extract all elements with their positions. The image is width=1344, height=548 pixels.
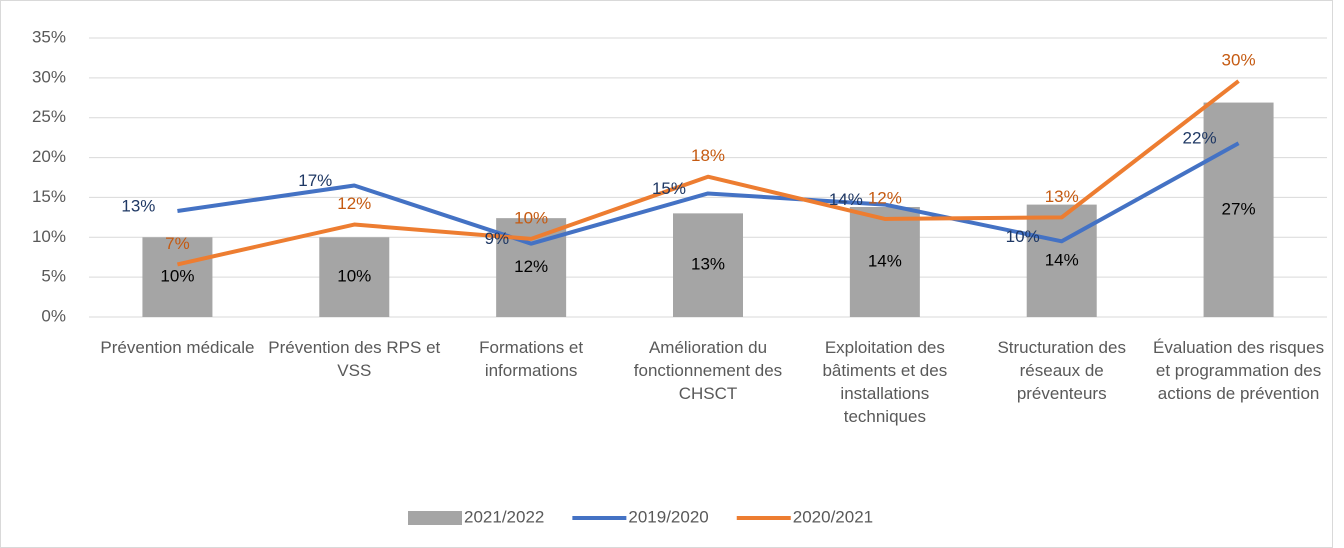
bar xyxy=(142,237,213,317)
x-tick-label: Amélioration du fonctionnement des CHSCT xyxy=(633,338,783,403)
data-label: 12% xyxy=(514,257,548,276)
y-tick-label: 15% xyxy=(32,187,66,206)
data-label: 10% xyxy=(1006,227,1040,246)
data-label: 30% xyxy=(1222,51,1256,70)
x-tick-label: Prévention des RPS et VSS xyxy=(268,338,441,380)
data-label: 14% xyxy=(829,190,863,209)
data-label: 18% xyxy=(691,146,725,165)
legend-label: 2021/2022 xyxy=(464,507,544,526)
x-tick-label: Évaluation des risques et programmation … xyxy=(1153,338,1325,403)
data-label: 14% xyxy=(1045,250,1079,269)
data-label: 12% xyxy=(868,188,902,207)
data-label: 15% xyxy=(652,179,686,198)
data-label: 10% xyxy=(337,267,371,286)
data-label: 7% xyxy=(165,234,190,253)
bar xyxy=(319,237,390,317)
legend-label: 2020/2021 xyxy=(793,507,873,526)
data-label: 13% xyxy=(1045,187,1079,206)
y-tick-label: 5% xyxy=(41,267,66,286)
data-label: 22% xyxy=(1183,129,1217,148)
data-label: 27% xyxy=(1222,199,1256,218)
line xyxy=(176,79,1240,267)
x-tick-label: Exploitation des bâtiments et des instal… xyxy=(822,338,948,426)
data-label: 13% xyxy=(691,255,725,274)
data-label: 17% xyxy=(298,171,332,190)
x-tick-label: Structuration des réseaux de préventeurs xyxy=(997,338,1126,403)
legend-swatch xyxy=(408,511,462,525)
legend-label: 2019/2020 xyxy=(628,507,708,526)
line xyxy=(177,141,1240,246)
y-tick-label: 20% xyxy=(32,147,66,166)
y-tick-label: 25% xyxy=(32,107,66,126)
y-tick-label: 30% xyxy=(32,67,66,86)
bar xyxy=(849,206,920,317)
bar xyxy=(673,213,743,317)
x-tick-label: Formations et informations xyxy=(479,338,584,380)
bar xyxy=(1203,102,1274,317)
y-tick-label: 10% xyxy=(32,227,66,246)
bar xyxy=(1026,204,1097,317)
data-label: 14% xyxy=(868,251,902,270)
y-tick-label: 0% xyxy=(41,306,66,325)
data-label: 10% xyxy=(160,267,194,286)
data-label: 10% xyxy=(514,208,548,227)
data-label: 9% xyxy=(485,229,510,248)
data-label: 12% xyxy=(337,194,371,213)
y-tick-label: 35% xyxy=(32,27,66,46)
x-tick-label: Prévention médicale xyxy=(100,338,255,357)
data-label: 13% xyxy=(121,196,155,215)
